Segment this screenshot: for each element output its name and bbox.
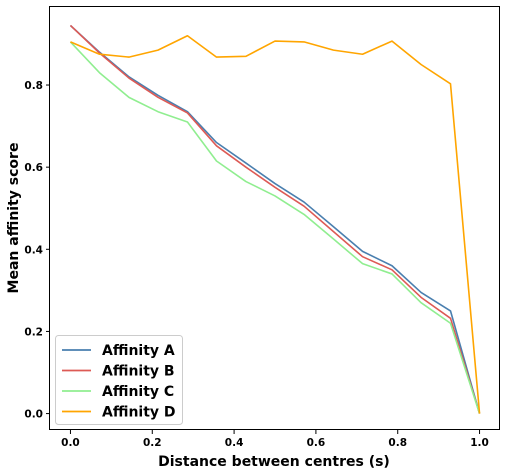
x-tick-label: 0.0	[61, 437, 80, 449]
series-line-2	[69, 24, 481, 414]
x-tick-label: 0.8	[388, 437, 407, 449]
x-tick-label: 0.2	[143, 437, 162, 449]
y-axis-ticks: 0.0 0.2 0.4 0.6 0.8	[24, 80, 50, 421]
x-axis-ticks: 0.0 0.2 0.4 0.6 0.8 1.0	[61, 430, 489, 449]
x-tick-label: 1.0	[470, 437, 489, 449]
y-tick-label: 0.8	[24, 80, 43, 92]
x-tick-label: 0.4	[225, 437, 244, 449]
plot-frame	[49, 6, 500, 430]
y-tick-label: 0.2	[24, 326, 43, 338]
y-tick-label: 0.4	[24, 244, 43, 256]
series-line-3	[69, 41, 481, 414]
legend: Affinity A Affinity B Affinity C Affinity D	[55, 335, 183, 425]
y-axis-title: Mean affinity score	[6, 143, 22, 294]
series-layer	[69, 24, 481, 414]
legend-label: Affinity B	[102, 364, 175, 380]
x-axis-title: Distance between centres (s)	[158, 454, 390, 470]
legend-label: Affinity D	[102, 405, 176, 421]
x-tick-label: 0.6	[307, 437, 326, 449]
series-line-4	[70, 34, 481, 414]
y-tick-label: 0.0	[24, 409, 43, 421]
legend-box	[55, 335, 183, 425]
legend-label: Affinity C	[102, 384, 174, 400]
y-tick-label: 0.6	[24, 162, 43, 174]
series-line-1	[69, 24, 481, 414]
legend-label: Affinity A	[102, 343, 175, 359]
